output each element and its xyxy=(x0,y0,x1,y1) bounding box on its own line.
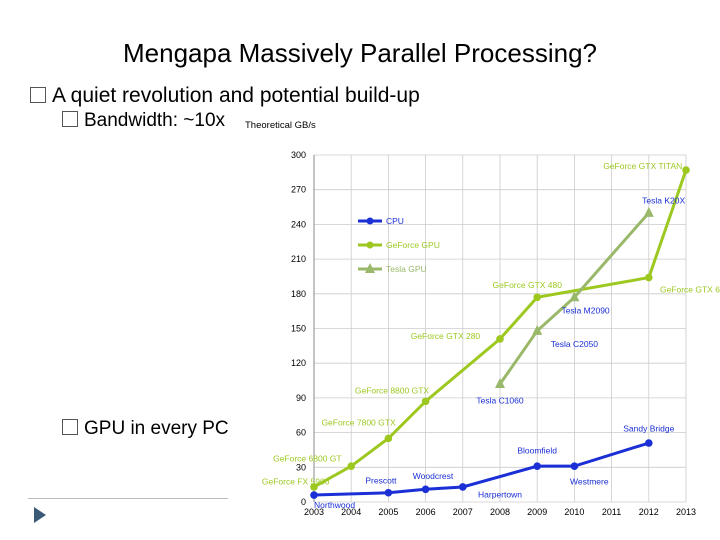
chart-axes: 0 30 60 90 120 150 180 210 240 270 300 2003 2004 2005… xyxy=(291,150,696,517)
chart-annotation: Tesla M2090 xyxy=(561,305,609,315)
y-tick-label: 270 xyxy=(291,185,306,195)
chart-annotation: GeForce 7800 GTX xyxy=(321,418,396,428)
slide-title: Mengapa Massively Parallel Processing? xyxy=(122,38,597,68)
x-tick-label: 2004 xyxy=(341,507,361,517)
chart-annotation: GeForce GTX TITAN xyxy=(603,161,682,171)
geforce-point xyxy=(645,273,653,282)
chart-annotation: Prescott xyxy=(365,475,397,485)
tesla-point xyxy=(643,206,654,217)
chart-annotations: GeForce GTX TITAN Tesla K20X GeForce GTX 6… xyxy=(262,161,720,510)
chart-annotation: Northwood xyxy=(314,500,355,510)
tesla-point xyxy=(532,324,543,335)
geforce-point xyxy=(310,483,318,491)
x-tick-label: 2011 xyxy=(602,507,621,517)
legend-marker xyxy=(366,217,374,225)
x-tick-label: 2012 xyxy=(639,507,659,517)
x-tick-label: 2006 xyxy=(416,507,436,517)
y-tick-label: 120 xyxy=(291,358,306,368)
bullet-sub2-text: GPU in every PC xyxy=(84,418,229,439)
geforce-point xyxy=(682,166,690,174)
y-tick-label: 150 xyxy=(291,324,306,334)
cpu-point xyxy=(570,462,579,470)
bullet-square-icon xyxy=(30,87,46,103)
chart-annotation: Westmere xyxy=(570,477,609,487)
cpu-point xyxy=(310,491,318,499)
tesla-point xyxy=(495,378,505,389)
chart-annotation: Tesla K20X xyxy=(642,196,685,206)
x-tick-label: 2005 xyxy=(378,507,398,517)
y-tick-label: 300 xyxy=(291,150,306,160)
cpu-point xyxy=(421,485,430,494)
y-axis-label: Theoretical GB/s xyxy=(245,120,316,131)
geforce-point xyxy=(533,293,541,302)
chart-legend: CPU GeForce GPU Tesla GPU xyxy=(358,216,440,274)
y-tick-label: 60 xyxy=(296,428,306,438)
y-tick-label: 210 xyxy=(291,254,306,264)
bullet-sub1: Bandwidth: ~10x xyxy=(62,110,225,132)
chart-annotation: GeForce 8800 GTX xyxy=(355,385,430,395)
chart-annotation: Bloomfield xyxy=(517,445,557,455)
y-tick-label: 90 xyxy=(296,393,306,403)
geforce-point xyxy=(496,335,504,343)
bullet-sub2: GPU in every PC xyxy=(62,418,229,440)
chart-annotation: GeForce GTX 280 xyxy=(411,331,481,341)
bullet-main: A quiet revolution and potential build-u… xyxy=(30,84,420,108)
chart-annotation: GeForce GTX 680 xyxy=(660,285,720,295)
bullet-main-text: A quiet revolution and potential build-u… xyxy=(52,84,420,107)
chart-annotation: GeForce FX 5900 xyxy=(262,477,330,487)
tesla-series-line xyxy=(498,211,650,385)
next-slide-arrow-icon[interactable] xyxy=(34,507,46,523)
legend-label: Tesla GPU xyxy=(386,264,427,274)
bullet-sub1-text: Bandwidth: ~10x xyxy=(84,110,226,131)
geforce-series-line xyxy=(313,169,688,489)
geforce-point xyxy=(384,434,393,443)
x-tick-label: 2007 xyxy=(453,507,473,517)
cpu-point xyxy=(459,483,467,491)
chart-annotation: Harpertown xyxy=(478,489,522,499)
cpu-point xyxy=(645,439,653,447)
chart-annotation: Woodcrest xyxy=(413,471,454,481)
bullet-square-icon xyxy=(62,111,78,127)
chart-annotation: Tesla C1060 xyxy=(476,396,524,406)
footer-divider xyxy=(28,498,228,499)
x-tick-label: 2008 xyxy=(490,507,510,517)
geforce-point xyxy=(347,462,356,470)
chart-annotation: Tesla C2050 xyxy=(551,339,599,349)
chart-annotation: GeForce GTX 480 xyxy=(493,280,563,290)
chart-annotation: Sandy Bridge xyxy=(623,423,674,433)
chart-series xyxy=(310,166,690,499)
y-tick-label: 30 xyxy=(296,462,306,472)
cpu-series-line xyxy=(313,441,650,497)
chart-grid xyxy=(313,154,687,503)
bullet-square-icon xyxy=(62,419,78,435)
x-tick-label: 2009 xyxy=(527,507,547,517)
y-tick-label: 0 xyxy=(301,497,306,507)
chart-annotation: GeForce 6800 GT xyxy=(273,454,342,464)
x-tick-label: 2013 xyxy=(676,507,696,517)
x-tick-label: 2003 xyxy=(304,507,324,517)
tesla-point xyxy=(569,291,580,302)
cpu-point xyxy=(533,462,541,470)
x-tick-label: 2010 xyxy=(564,507,584,517)
y-tick-label: 240 xyxy=(291,219,306,229)
geforce-point xyxy=(421,397,430,406)
legend-marker xyxy=(366,241,374,249)
y-tick-label: 180 xyxy=(291,289,306,299)
legend-marker xyxy=(365,263,375,273)
legend-label: CPU xyxy=(386,216,404,226)
legend-label: GeForce GPU xyxy=(386,240,440,250)
cpu-point xyxy=(384,488,393,497)
